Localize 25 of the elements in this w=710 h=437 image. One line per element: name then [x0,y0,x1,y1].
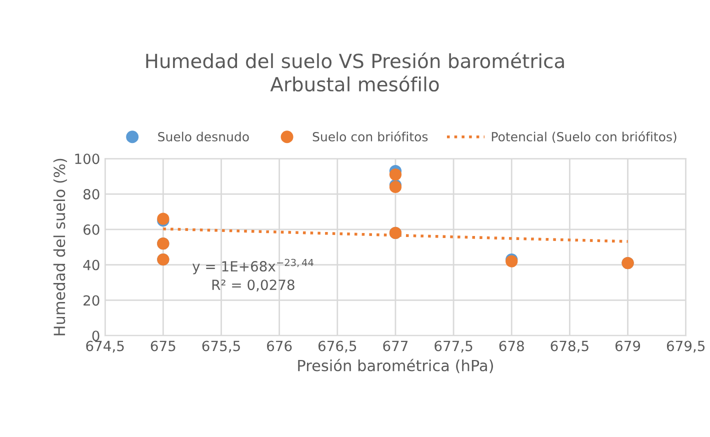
x-tick-label: 677 [383,340,408,352]
x-tick-label: 674,5 [86,340,124,353]
x-tick-label: 679 [615,340,640,352]
y-tick-label: 100 [75,154,100,164]
annotation: y = 1E+68x$^{−23,44}$ [192,258,314,274]
y-tick-label: 0 [92,330,100,342]
x-tick-label: 679,5 [666,340,705,353]
y-axis-title: Humedad del suelo (%) [53,158,67,336]
legend-label: Suelo desnudo [158,132,249,142]
x-tick-label: 678,5 [550,340,588,353]
x-tick-label: 676,5 [318,340,356,353]
x-tick-label: 675 [150,340,176,352]
y-tick-label: 40 [83,260,100,270]
legend-label: Suelo con briófitos [312,131,428,142]
y-tick-label: 80 [83,188,100,200]
x-tick-label: 677,5 [434,340,472,353]
x-tick-label: 675,5 [202,340,240,353]
x-axis-title: Presión barométrica (hPa) [298,358,493,374]
chart-title: Humedad del suelo VS Presión barométrica Arbustal mesófilo [146,52,564,92]
annotation: R² = 0,0278 [212,280,294,292]
x-tick-label: 678 [499,340,524,352]
x-tick-label: 676 [267,340,292,352]
legend-label: Potencial (Suelo con briófitos) [492,131,676,143]
y-tick-label: 20 [84,295,100,306]
y-tick-label: 60 [84,224,100,235]
